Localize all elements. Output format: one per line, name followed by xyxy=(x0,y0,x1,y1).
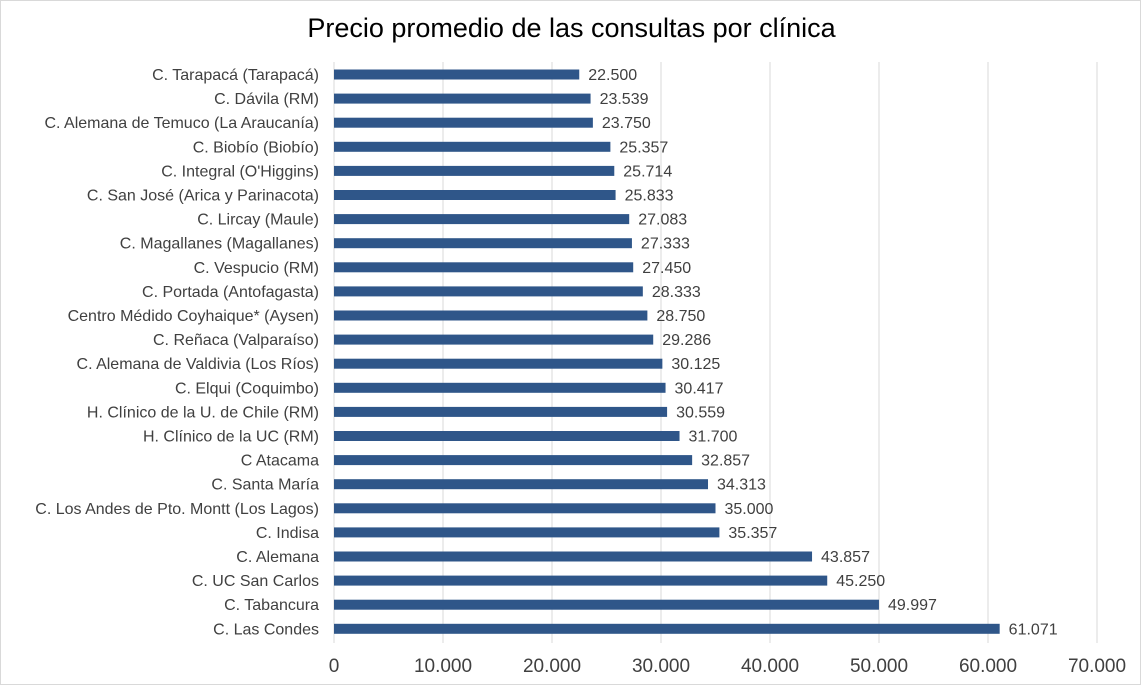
category-label: C. Indisa xyxy=(256,525,319,542)
bar xyxy=(334,93,591,104)
data-label: 25.714 xyxy=(623,163,672,180)
category-label: C. San José (Arica y Parinacota) xyxy=(87,188,319,205)
data-label: 25.357 xyxy=(619,139,668,156)
bar xyxy=(334,238,632,249)
data-label: 23.750 xyxy=(602,115,651,132)
x-tick-label: 0 xyxy=(329,656,340,677)
x-tick-label: 50.000 xyxy=(850,656,908,677)
category-label: C. Tarapacá (Tarapacá) xyxy=(152,67,319,84)
x-tick-label: 40.000 xyxy=(741,656,799,677)
category-label: C. Elqui (Coquimbo) xyxy=(175,380,319,397)
bar xyxy=(334,262,634,273)
bar xyxy=(334,141,611,152)
data-label: 27.450 xyxy=(642,260,691,277)
data-label: 22.500 xyxy=(588,67,637,84)
data-label: 27.333 xyxy=(641,236,690,253)
data-label: 25.833 xyxy=(625,188,674,205)
bar xyxy=(334,479,709,490)
data-label: 28.750 xyxy=(656,308,705,325)
bar xyxy=(334,286,643,297)
x-tick-label: 10.000 xyxy=(414,656,472,677)
data-label: 35.357 xyxy=(728,525,777,542)
data-label: 30.559 xyxy=(676,404,725,421)
category-label: H. Clínico de la U. de Chile (RM) xyxy=(87,404,319,421)
bar xyxy=(334,527,720,538)
bar xyxy=(334,358,663,369)
x-tick-label: 20.000 xyxy=(523,656,581,677)
bar xyxy=(334,214,630,225)
data-label: 43.857 xyxy=(821,549,870,566)
category-label: H. Clínico de la UC (RM) xyxy=(143,429,319,446)
bar xyxy=(334,382,666,393)
bar xyxy=(334,575,828,586)
x-tick-label: 60.000 xyxy=(959,656,1017,677)
data-label: 28.333 xyxy=(652,284,701,301)
data-label: 61.071 xyxy=(1009,621,1058,638)
bar xyxy=(334,455,693,466)
bar xyxy=(334,190,616,200)
bar xyxy=(334,406,668,417)
data-label: 32.857 xyxy=(701,453,750,470)
bar xyxy=(334,310,648,321)
category-label: C. Reñaca (Valparaíso) xyxy=(153,332,319,349)
bar xyxy=(334,623,1000,634)
data-label: 29.286 xyxy=(662,332,711,349)
data-label: 31.700 xyxy=(689,429,738,446)
category-label: Centro Médido Coyhaique* (Aysen) xyxy=(68,308,319,325)
category-label: C. Las Condes xyxy=(213,621,319,638)
chart-title: Precio promedio de las consultas por clí… xyxy=(307,13,836,43)
category-label: C. Tabancura xyxy=(224,597,319,614)
category-label: C. Los Andes de Pto. Montt (Los Lagos) xyxy=(35,501,319,518)
bar xyxy=(334,117,593,128)
bar xyxy=(334,69,580,80)
x-tick-label: 70.000 xyxy=(1068,656,1126,677)
x-tick-label: 30.000 xyxy=(632,656,690,677)
data-label: 23.539 xyxy=(600,91,649,108)
bar xyxy=(334,503,716,514)
bar xyxy=(334,599,879,610)
data-label: 45.250 xyxy=(836,573,885,590)
data-label: 49.997 xyxy=(888,597,937,614)
bar xyxy=(334,551,813,562)
category-label: C. Lircay (Maule) xyxy=(197,212,319,229)
category-label: C. Santa María xyxy=(211,477,319,494)
data-label: 30.125 xyxy=(671,356,720,373)
data-label: 30.417 xyxy=(675,380,724,397)
category-label: C. Integral (O'Higgins) xyxy=(161,163,319,180)
category-label: C. Biobío (Biobío) xyxy=(193,139,319,156)
bar xyxy=(334,334,654,345)
bar xyxy=(334,431,680,441)
category-label: C. Alemana de Temuco (La Araucanía) xyxy=(44,115,319,132)
bar xyxy=(334,165,615,176)
category-label: C. UC San Carlos xyxy=(192,573,319,590)
category-label: C. Dávila (RM) xyxy=(214,91,319,108)
category-label: C. Vespucio (RM) xyxy=(194,260,319,277)
data-label: 35.000 xyxy=(725,501,774,518)
data-label: 27.083 xyxy=(638,212,687,229)
category-label: C. Magallanes (Magallanes) xyxy=(120,236,319,253)
category-label: C Atacama xyxy=(241,453,319,470)
category-label: C. Portada (Antofagasta) xyxy=(142,284,319,301)
category-label: C. Alemana xyxy=(236,549,319,566)
category-label: C. Alemana de Valdivia (Los Ríos) xyxy=(77,356,319,373)
data-label: 34.313 xyxy=(717,477,766,494)
